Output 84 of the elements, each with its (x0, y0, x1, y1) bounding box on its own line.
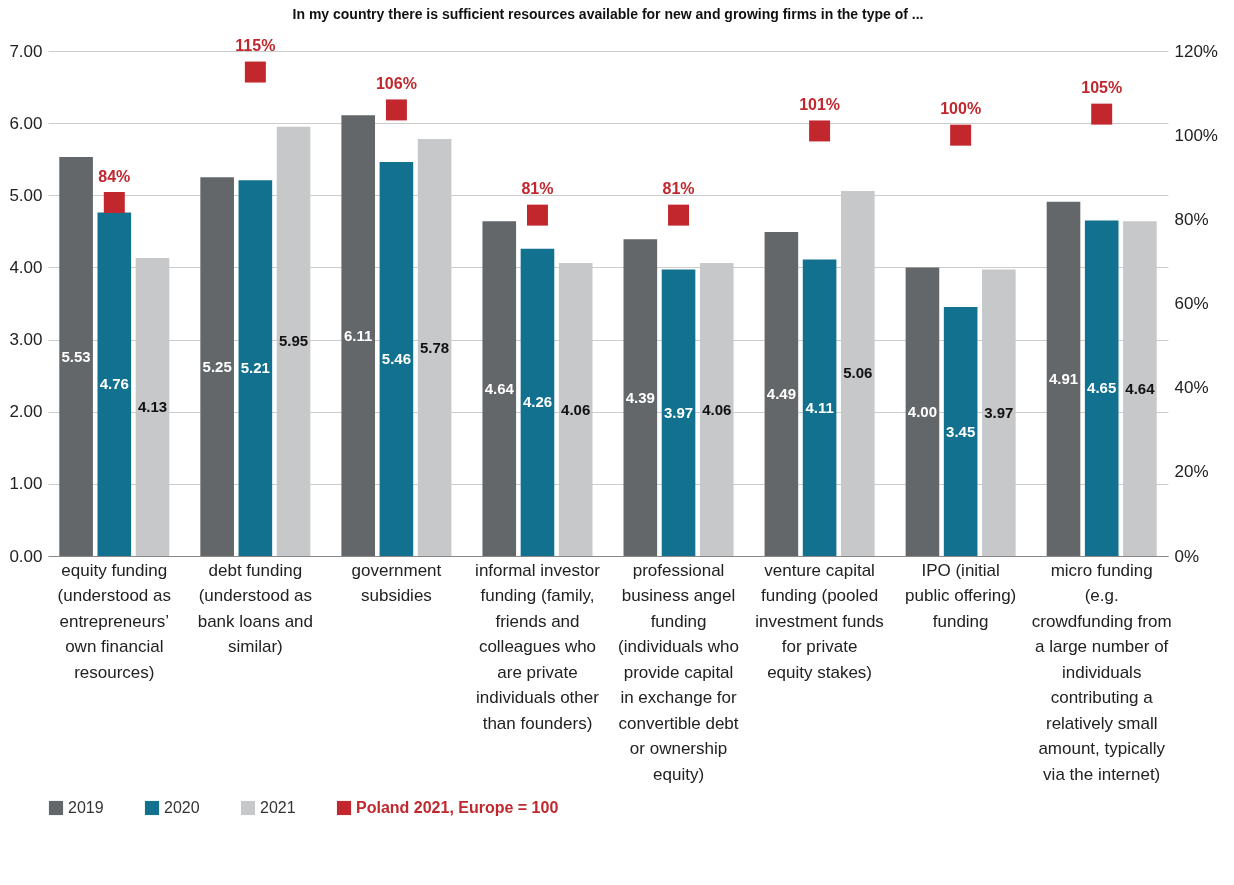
y2-tick-label: 20% (1174, 462, 1209, 482)
y-tick-label: 7.00 (9, 41, 43, 61)
point (809, 120, 831, 142)
data-label: 4.13 (137, 398, 168, 416)
bar (943, 307, 978, 556)
y-tick-label: 4.00 (9, 257, 43, 277)
legend-label: 2021 (260, 799, 296, 816)
data-label: 4.91 (1048, 369, 1079, 387)
data-label: 3.45 (946, 422, 976, 440)
bar (200, 177, 234, 556)
point (526, 204, 548, 226)
data-label: 106% (375, 74, 417, 92)
data-label: 81% (662, 180, 695, 198)
bar (341, 115, 376, 556)
data-label: 84% (98, 167, 131, 185)
y-tick-label: 6.00 (9, 113, 43, 133)
bar (520, 248, 555, 556)
bar (238, 180, 273, 556)
bar (59, 157, 93, 556)
legend-label: Poland 2021, Europe = 100 (356, 799, 559, 816)
x-tick-label: equity funding (understood as entrepreneurs’ own financial resources) (57, 560, 171, 682)
data-label: 4.06 (702, 400, 732, 418)
data-label: 4.76 (99, 375, 129, 393)
y-tick-label: 0.00 (9, 546, 43, 566)
bar (379, 162, 414, 556)
data-label: 4.00 (907, 402, 938, 420)
data-label: 5.46 (381, 350, 412, 368)
bar (1046, 201, 1081, 556)
point (385, 99, 407, 121)
point (950, 124, 972, 146)
data-label: 4.26 (522, 393, 553, 411)
category-label: micro funding (e.g. crowdfunding from a large number of individuals contributing a relatively small amount, typically via the internet) (1031, 560, 1172, 784)
bar (482, 221, 517, 556)
data-label: 101% (799, 95, 841, 113)
data-label: 5.78 (420, 338, 450, 356)
legend-label: 2020 (164, 799, 200, 816)
data-label: 105% (1081, 79, 1123, 97)
y2-tick-label: 120% (1174, 41, 1218, 61)
bar (802, 259, 837, 556)
data-label: 5.95 (278, 332, 309, 350)
y-tick-label: 3.00 (9, 330, 43, 350)
y-tick-label: 2.00 (9, 402, 43, 422)
data-label: 5.21 (240, 359, 270, 377)
data-label: 4.11 (805, 398, 834, 416)
x-tick-label: government subsidies (351, 560, 442, 605)
point (103, 192, 125, 213)
data-label: 115% (235, 37, 276, 55)
y-tick-label: 1.00 (9, 474, 43, 494)
bar (661, 269, 696, 556)
data-label: 3.97 (663, 403, 694, 421)
data-label: 4.49 (766, 385, 796, 403)
data-label: 4.64 (484, 379, 515, 397)
point (244, 61, 266, 83)
bar (97, 212, 132, 556)
data-label: 4.65 (1087, 379, 1117, 397)
point (668, 204, 690, 226)
chart-title: In my country there is sufficient resources available for new and growing firms in the type of ... (292, 6, 924, 23)
legend-label: 2019 (68, 799, 104, 816)
category-label: professional business angel funding (individuals who provide capital in exchange for convertible debt or ownership equity) (618, 560, 740, 784)
x-tick-label: debt funding (understood as bank loans and similar) (197, 560, 314, 656)
point (1091, 103, 1113, 125)
bar (623, 239, 658, 556)
data-label: 4.06 (561, 400, 591, 418)
data-label: 3.97 (984, 403, 1014, 421)
data-label: 81% (521, 180, 554, 198)
data-label: 4.64 (1125, 379, 1156, 397)
y2-tick-label: 100% (1174, 125, 1218, 145)
y2-tick-label: 40% (1174, 378, 1209, 398)
y2-tick-label: 80% (1174, 209, 1209, 229)
data-label: 6.11 (344, 326, 373, 344)
data-label: 100% (940, 100, 982, 118)
data-label: 5.53 (61, 347, 91, 365)
data-label: 4.39 (625, 388, 655, 406)
data-label: 5.25 (202, 357, 232, 375)
bar (1084, 220, 1119, 556)
bar (764, 232, 799, 556)
bar (905, 267, 940, 556)
x-tick-label: informal investor funding (family, friends and colleagues who are private individuals other than founders) (475, 560, 601, 733)
x-tick-label: IPO (initial public offering) funding (905, 560, 1017, 631)
y2-tick-label: 60% (1174, 294, 1209, 313)
x-tick-label: venture capital funding (pooled investment funds for private equity stakes) (755, 560, 884, 682)
y2-tick-label: 0% (1174, 546, 1200, 566)
data-label: 5.06 (843, 364, 873, 382)
y-tick-label: 5.00 (9, 185, 43, 205)
